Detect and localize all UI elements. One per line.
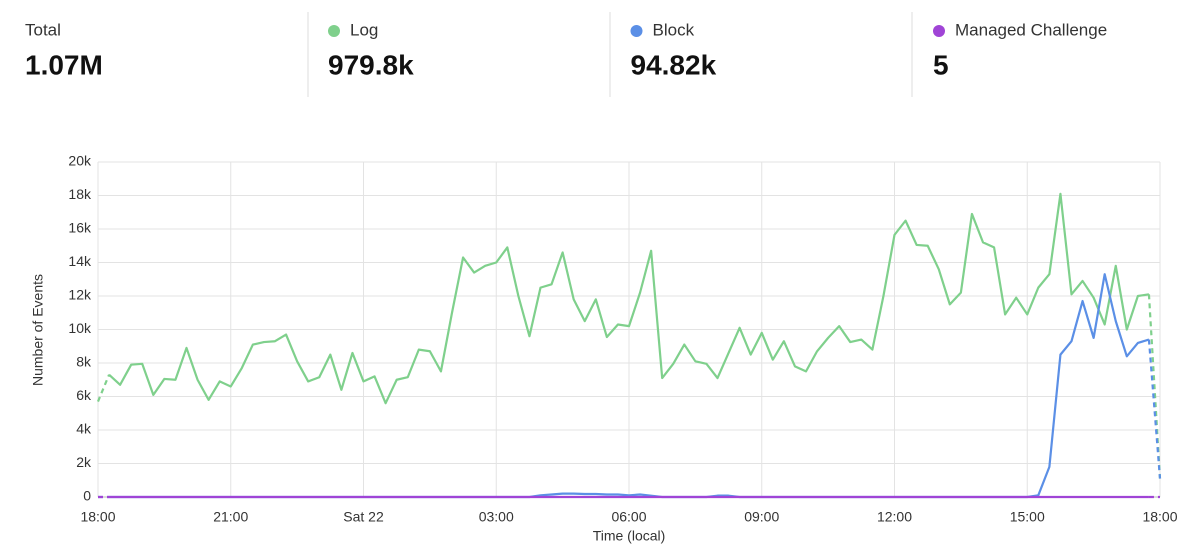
x-tick-label: 06:00 bbox=[611, 509, 646, 525]
y-tick-label: 0 bbox=[83, 488, 91, 504]
x-tick-label: 09:00 bbox=[744, 509, 779, 525]
x-tick-label: 18:00 bbox=[80, 509, 115, 525]
stat-value: 5 bbox=[933, 49, 949, 80]
y-tick-label: 12k bbox=[68, 287, 92, 303]
y-tick-label: 20k bbox=[68, 153, 92, 169]
x-tick-label: 18:00 bbox=[1142, 509, 1177, 525]
series-line bbox=[1147, 339, 1162, 479]
y-tick-label: 6k bbox=[76, 387, 92, 403]
x-tick-label: 21:00 bbox=[213, 509, 248, 525]
x-tick-label: 15:00 bbox=[1010, 509, 1045, 525]
legend-label: Block bbox=[653, 20, 695, 39]
total-label: Total bbox=[25, 20, 61, 39]
stat-value: 94.82k bbox=[631, 49, 717, 80]
x-axis-label: Time (local) bbox=[593, 528, 666, 544]
legend-dot bbox=[630, 25, 643, 37]
y-tick-label: 2k bbox=[76, 454, 92, 470]
stat-value: 979.8k bbox=[328, 49, 414, 80]
legend-label: Log bbox=[350, 20, 378, 39]
series-line bbox=[108, 192, 1150, 405]
legend-label: Managed Challenge bbox=[955, 20, 1107, 39]
series-line bbox=[96, 374, 111, 402]
x-tick-label: 03:00 bbox=[479, 509, 514, 525]
y-tick-label: 4k bbox=[76, 421, 92, 437]
x-tick-label: Sat 22 bbox=[343, 509, 384, 525]
legend-dot bbox=[328, 25, 340, 37]
y-tick-label: 18k bbox=[68, 186, 92, 202]
y-tick-label: 10k bbox=[68, 320, 92, 336]
x-tick-label: 12:00 bbox=[877, 509, 912, 525]
total-value: 1.07M bbox=[25, 49, 103, 80]
y-axis-label: Number of Events bbox=[30, 274, 46, 386]
y-tick-label: 8k bbox=[76, 354, 92, 370]
legend-dot bbox=[933, 25, 945, 37]
y-tick-label: 14k bbox=[68, 253, 92, 269]
y-tick-label: 16k bbox=[68, 220, 92, 236]
